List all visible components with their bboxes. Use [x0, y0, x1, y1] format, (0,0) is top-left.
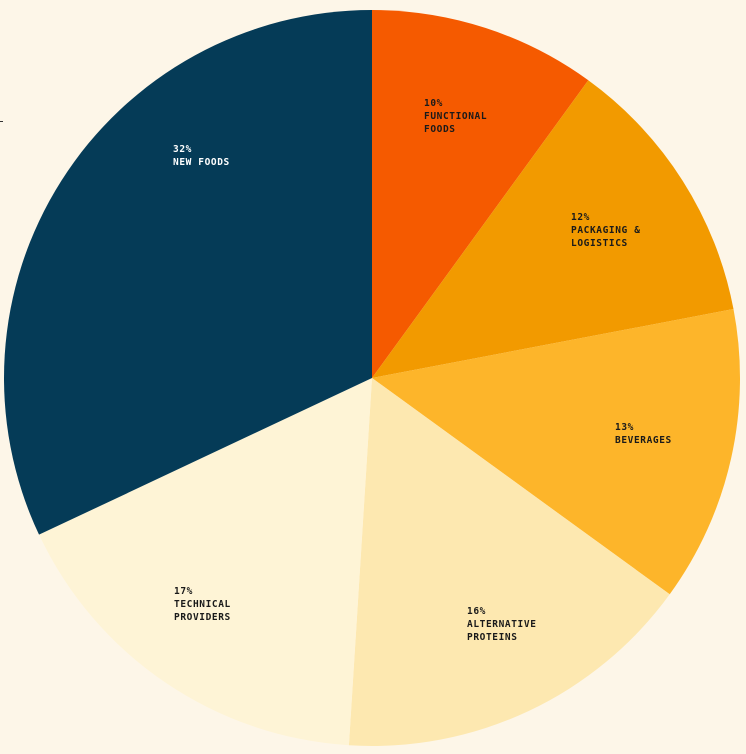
- pie-slice-functional-foods: [372, 10, 589, 378]
- slice-category-beverages: BEVERAGES: [615, 435, 672, 446]
- slice-category-new-foods: NEW FOODS: [173, 157, 230, 168]
- slice-category-packaging-logistics: PACKAGING &: [571, 225, 641, 236]
- slice-label-alternative-proteins: 16% ALTERNATIVE PROTEINS: [467, 606, 537, 643]
- slice-percent-technical-providers: 17%: [174, 586, 193, 597]
- pie-slice-technical-providers: [39, 378, 372, 746]
- slice-percent-packaging-logistics: 12%: [571, 212, 590, 223]
- slice-category-technical-providers: TECHNICAL: [174, 599, 231, 610]
- pie-slice-beverages: [372, 309, 740, 595]
- slice-label-packaging-logistics: 12% PACKAGING & LOGISTICS: [571, 212, 641, 249]
- slice-label-beverages: 13% BEVERAGES: [615, 422, 672, 446]
- pie-slice-packaging-logistics: [372, 80, 734, 379]
- slice-category-technical-providers: PROVIDERS: [174, 612, 231, 623]
- pie-slice-alternative-proteins: [348, 378, 670, 747]
- slice-label-functional-foods: 10% FUNCTIONAL FOODS: [424, 98, 487, 135]
- slice-percent-functional-foods: 10%: [424, 98, 443, 109]
- slice-category-functional-foods: FOODS: [424, 124, 456, 135]
- slice-percent-alternative-proteins: 16%: [467, 606, 486, 617]
- slice-percent-new-foods: 32%: [173, 144, 192, 155]
- slice-label-new-foods: 32% NEW FOODS: [173, 144, 230, 168]
- slice-category-packaging-logistics: LOGISTICS: [571, 238, 628, 249]
- pie-slice-new-foods: [3, 10, 373, 535]
- slice-label-technical-providers: 17% TECHNICAL PROVIDERS: [174, 586, 231, 623]
- slice-percent-beverages: 13%: [615, 422, 634, 433]
- slice-category-alternative-proteins: PROTEINS: [467, 632, 518, 643]
- edge-tick-mark: [0, 121, 3, 122]
- slice-category-functional-foods: FUNCTIONAL: [424, 111, 487, 122]
- slice-category-alternative-proteins: ALTERNATIVE: [467, 619, 537, 630]
